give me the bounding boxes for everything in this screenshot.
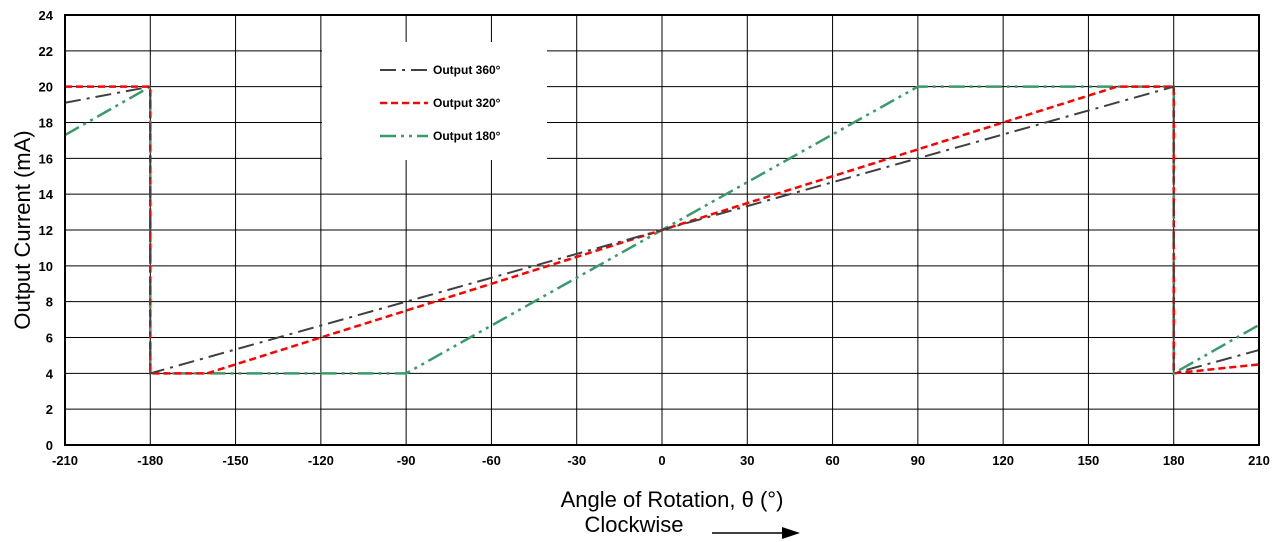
y-tick-label: 8 bbox=[46, 295, 53, 310]
y-tick-label: 16 bbox=[39, 151, 53, 166]
legend-box bbox=[322, 42, 547, 160]
x-tick-label: -210 bbox=[52, 453, 78, 468]
x-tick-label: 30 bbox=[740, 453, 754, 468]
x-tick-label: 150 bbox=[1078, 453, 1100, 468]
series-lines bbox=[64, 84, 1260, 376]
y-tick-label: 4 bbox=[46, 366, 54, 381]
x-tick-label: -150 bbox=[223, 453, 249, 468]
legend-label-2: Output 180° bbox=[433, 129, 501, 143]
y-tick-label: 20 bbox=[39, 80, 53, 95]
x-tick-label: 60 bbox=[825, 453, 839, 468]
clockwise-arrow-icon bbox=[712, 527, 800, 539]
x-tick-label: 180 bbox=[1163, 453, 1185, 468]
x-tick-label: -30 bbox=[567, 453, 586, 468]
y-tick-label: 10 bbox=[39, 259, 53, 274]
y-tick-label: 2 bbox=[46, 402, 53, 417]
x-tick-label: 210 bbox=[1248, 453, 1270, 468]
x-tick-label: -180 bbox=[137, 453, 163, 468]
legend: Output 360° Output 320° Output 180° bbox=[322, 42, 547, 160]
legend-label-0: Output 360° bbox=[433, 63, 501, 77]
x-tick-label: -60 bbox=[482, 453, 501, 468]
y-tick-label: 0 bbox=[46, 438, 53, 453]
x-tick-label: 90 bbox=[911, 453, 925, 468]
y-tick-label: 22 bbox=[39, 44, 53, 59]
x-tick-label: -120 bbox=[308, 453, 334, 468]
y-tick-label: 14 bbox=[39, 187, 54, 202]
x-axis-label: Angle of Rotation, θ (°) bbox=[561, 487, 784, 512]
x-tick-label: 0 bbox=[658, 453, 665, 468]
y-tick-label: 12 bbox=[39, 223, 53, 238]
y-tick-label: 6 bbox=[46, 331, 53, 346]
tick-labels: -210 -180 -150 -120 -90 -60 -30 0 30 60 90 120 150 18… bbox=[39, 8, 1270, 468]
series-line-0 bbox=[64, 85, 1260, 375]
x-tick-label: -90 bbox=[397, 453, 416, 468]
y-tick-label: 18 bbox=[39, 116, 53, 131]
plot-frame bbox=[64, 14, 1260, 446]
x-axis-direction-label: Clockwise bbox=[584, 512, 683, 537]
x-tick-label: 120 bbox=[992, 453, 1014, 468]
y-tick-label: 24 bbox=[39, 8, 54, 23]
y-axis-label: Output Current (mA) bbox=[10, 130, 35, 329]
legend-label-1: Output 320° bbox=[433, 96, 501, 110]
